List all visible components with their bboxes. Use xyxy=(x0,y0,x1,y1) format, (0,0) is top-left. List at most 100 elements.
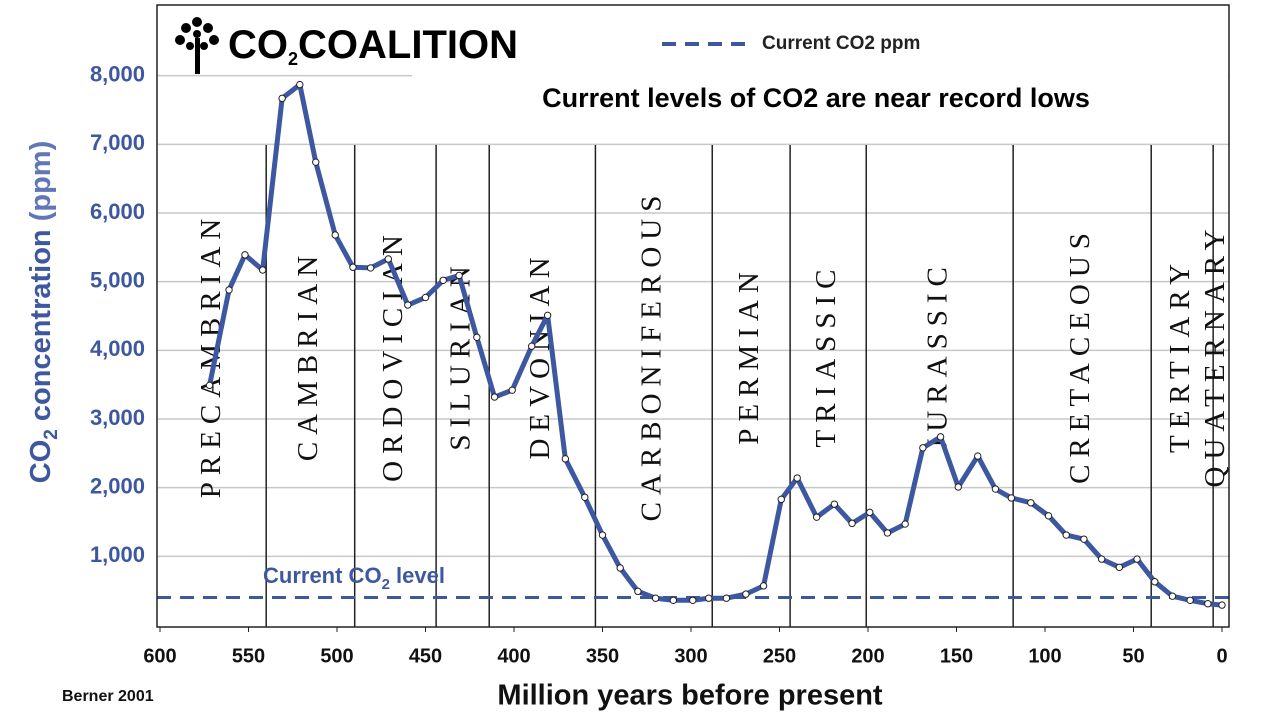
data-point xyxy=(581,493,589,501)
data-point xyxy=(812,513,821,521)
y-tick-label: 7,000 xyxy=(90,130,145,155)
data-point xyxy=(669,596,677,604)
y-axis-label: CO2 concentration (ppm) xyxy=(25,141,62,483)
y-tick-label: 5,000 xyxy=(90,267,145,292)
data-point xyxy=(883,529,892,537)
data-point xyxy=(901,520,909,528)
data-point xyxy=(848,519,856,528)
data-point xyxy=(1133,555,1141,563)
data-point xyxy=(866,508,874,517)
logo-text: CO2COALITION xyxy=(228,23,518,69)
x-tick-label: 300 xyxy=(674,645,707,667)
logo-tree xyxy=(175,17,219,74)
x-tick-label: 250 xyxy=(763,645,796,667)
x-axis-label: Million years before present xyxy=(497,680,883,712)
legend-label: Current CO2 ppm xyxy=(762,33,920,54)
data-point xyxy=(1097,555,1106,563)
data-point xyxy=(490,393,499,401)
data-point xyxy=(954,483,962,491)
period-label: PERMIAN xyxy=(733,265,765,445)
data-point xyxy=(241,251,249,259)
y-tick-label: 2,000 xyxy=(90,473,145,498)
logo-rest: COALITION xyxy=(298,23,518,67)
data-point xyxy=(296,80,304,89)
ref-label-rest: level xyxy=(390,563,445,588)
x-tick-label: 0 xyxy=(1216,645,1227,667)
data-point xyxy=(1168,592,1177,600)
data-point xyxy=(634,587,642,596)
ref-label-sub: 2 xyxy=(382,576,390,593)
x-tick-label: 450 xyxy=(409,645,442,667)
data-point xyxy=(759,582,768,590)
data-point xyxy=(384,255,393,263)
logo-co: CO xyxy=(228,23,288,67)
data-point xyxy=(258,266,267,274)
data-point xyxy=(561,455,570,463)
data-point xyxy=(919,444,927,452)
y-tick-label: 6,000 xyxy=(90,199,145,224)
data-point xyxy=(705,594,713,602)
data-point xyxy=(598,531,607,539)
data-point xyxy=(616,564,624,572)
data-point xyxy=(1080,535,1088,543)
x-tick-label: 50 xyxy=(1122,645,1144,667)
data-point xyxy=(1186,596,1194,604)
data-point xyxy=(777,495,785,504)
period-label: CRETACEOUS xyxy=(1064,226,1096,484)
data-point xyxy=(404,301,412,309)
data-point xyxy=(1151,578,1159,586)
x-tick-label: 150 xyxy=(940,645,973,667)
data-point xyxy=(1044,512,1053,520)
source-note: Berner 2001 xyxy=(62,688,154,705)
data-point xyxy=(421,293,430,302)
grid-layer xyxy=(157,74,1229,632)
data-point xyxy=(331,231,339,239)
data-point xyxy=(830,500,839,508)
data-point xyxy=(1204,600,1212,608)
y-tick-label: 4,000 xyxy=(90,336,145,361)
x-tick-label: 350 xyxy=(586,645,619,667)
data-point xyxy=(225,286,233,294)
title-backdrop xyxy=(412,62,1228,142)
data-point xyxy=(528,342,536,350)
data-point xyxy=(455,271,463,280)
data-layer xyxy=(157,80,1229,609)
data-point xyxy=(974,452,982,460)
period-label: CAMBRIAN xyxy=(292,249,324,461)
data-point xyxy=(312,158,320,166)
data-point xyxy=(473,333,481,341)
logo-sub: 2 xyxy=(288,49,298,69)
y-label-unit: (ppm) xyxy=(25,141,57,230)
y-label-rest: concentration xyxy=(25,229,57,429)
logo: CO2COALITION xyxy=(175,17,518,74)
x-tick-label: 600 xyxy=(143,645,176,667)
data-point xyxy=(742,590,750,598)
data-point xyxy=(793,474,801,482)
data-point xyxy=(651,594,660,602)
period-label: TERTIARY xyxy=(1164,257,1196,453)
ref-label-main: Current CO xyxy=(263,563,382,588)
data-point xyxy=(1007,494,1016,502)
data-point xyxy=(722,594,731,602)
data-point xyxy=(366,264,375,272)
period-label: JURASSIC xyxy=(921,260,953,450)
y-label-main: CO xyxy=(25,440,57,484)
data-point xyxy=(991,485,1000,493)
data-line xyxy=(207,82,1223,608)
plot-frame xyxy=(156,4,1230,628)
data-point xyxy=(508,386,516,394)
data-point xyxy=(936,433,945,441)
data-point xyxy=(278,94,286,103)
data-point xyxy=(689,596,697,604)
data-point xyxy=(543,311,552,320)
x-tick-label: 400 xyxy=(497,645,530,667)
x-tick-label: 500 xyxy=(320,645,353,667)
x-tick-label: 550 xyxy=(232,645,265,667)
data-point xyxy=(1218,601,1226,609)
period-label: PRECAMBRIAN xyxy=(195,212,227,499)
x-tick-label: 100 xyxy=(1028,645,1061,667)
reference-label: Current CO2 level xyxy=(263,563,445,593)
period-label: CARBONIFEROUS xyxy=(635,189,667,522)
y-tick-label: 3,000 xyxy=(90,405,145,430)
